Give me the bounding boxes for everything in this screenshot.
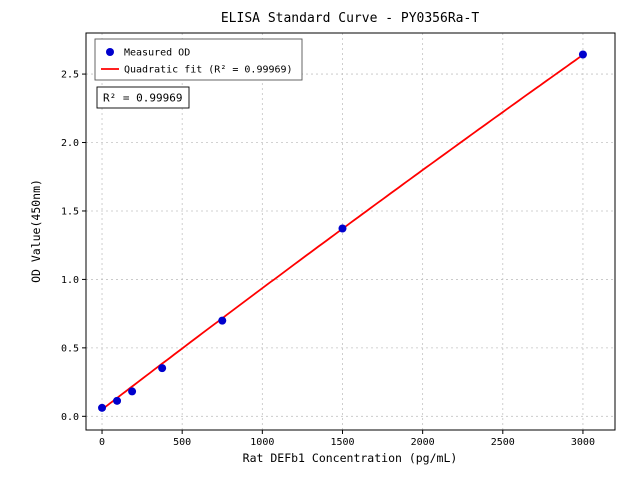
svg-text:1.5: 1.5 xyxy=(61,206,79,217)
legend-point-marker xyxy=(106,48,114,56)
svg-text:500: 500 xyxy=(173,437,191,448)
svg-text:1000: 1000 xyxy=(250,437,274,448)
tick-labels: 0 500 1000 1500 2000 2500 3000 0.0 0.5 1.0 1.5 2.0 2… xyxy=(61,70,595,448)
svg-text:2500: 2500 xyxy=(491,437,515,448)
legend-label-measured: Measured OD xyxy=(124,48,190,59)
plot-border xyxy=(85,32,616,431)
x-axis-label: Rat DEFb1 Concentration (pg/mL) xyxy=(243,451,458,465)
data-points xyxy=(98,50,587,412)
chart-title: ELISA Standard Curve - PY0356Ra-T xyxy=(221,11,479,26)
y-axis-label: OD Value(450nm) xyxy=(29,179,43,283)
svg-text:1500: 1500 xyxy=(330,437,354,448)
svg-text:0.5: 0.5 xyxy=(61,343,79,354)
legend: Measured OD Quadratic fit (R² = 0.99969) xyxy=(94,38,303,81)
svg-text:0: 0 xyxy=(99,437,105,448)
svg-text:3000: 3000 xyxy=(571,437,595,448)
svg-text:0.0: 0.0 xyxy=(61,412,79,423)
r-squared-text: R² = 0.99969 xyxy=(103,92,182,105)
svg-text:1.0: 1.0 xyxy=(61,275,79,286)
r-squared-annotation: R² = 0.99969 xyxy=(96,86,190,109)
axis-ticks xyxy=(82,73,584,434)
svg-text:2.5: 2.5 xyxy=(61,70,79,81)
gridlines xyxy=(86,33,615,430)
legend-label-fit: Quadratic fit (R² = 0.99969) xyxy=(124,65,293,76)
svg-text:2000: 2000 xyxy=(411,437,435,448)
svg-text:2.0: 2.0 xyxy=(61,138,79,149)
plot-area: 0 500 1000 1500 2000 2500 3000 0.0 0.5 1.0 1.5 2.0 2… xyxy=(61,32,616,448)
